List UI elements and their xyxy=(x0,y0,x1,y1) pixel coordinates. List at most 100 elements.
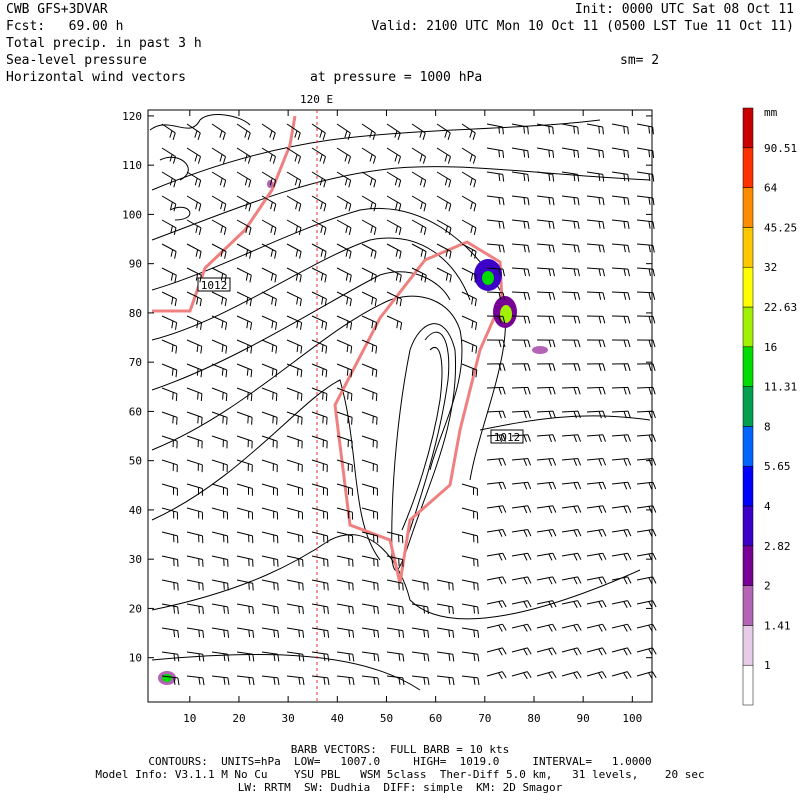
wind-barb xyxy=(211,603,229,615)
wind-barb xyxy=(611,481,632,490)
wind-barbs xyxy=(161,123,657,686)
wind-barb xyxy=(336,531,354,544)
wind-barb xyxy=(586,291,606,300)
isobar xyxy=(401,347,443,531)
wind-barb xyxy=(486,267,505,277)
wind-barb xyxy=(236,531,254,544)
wind-barb xyxy=(411,651,430,662)
wind-barb xyxy=(536,529,557,537)
wind-barb xyxy=(611,623,632,632)
wind-barb xyxy=(636,219,655,229)
wind-barb xyxy=(286,171,302,188)
wind-barb xyxy=(261,435,278,449)
wind-barb xyxy=(161,459,178,473)
wind-barb xyxy=(336,483,353,496)
wind-barb xyxy=(536,552,557,561)
wind-barb xyxy=(336,579,354,591)
colorbar-label: 11.31 xyxy=(764,381,797,394)
wind-barb xyxy=(561,600,582,609)
wind-barb xyxy=(636,363,656,371)
wind-barb xyxy=(436,627,455,638)
wind-barb xyxy=(586,195,605,206)
header-left: Sea-level pressure xyxy=(6,53,147,68)
wind-barb xyxy=(461,627,480,638)
wind-barb xyxy=(461,243,477,259)
wind-barb xyxy=(486,647,507,656)
header-left: Total precip. in past 3 h xyxy=(6,36,202,51)
wind-barb xyxy=(386,531,404,544)
wind-barb xyxy=(561,123,579,135)
wind-barb xyxy=(586,434,606,443)
wind-barb xyxy=(211,363,228,378)
wind-barb xyxy=(611,671,632,680)
wind-barb xyxy=(311,483,328,496)
contour-label: 1012 xyxy=(201,279,228,292)
wind-barb xyxy=(486,386,506,395)
map-area: 1012 1012 xyxy=(147,109,657,703)
wind-barb xyxy=(236,147,251,164)
wind-barb xyxy=(361,339,378,354)
wind-barb xyxy=(611,219,630,229)
wind-barb xyxy=(261,603,279,615)
wind-barb xyxy=(511,195,530,206)
wind-barb xyxy=(211,339,228,354)
wind-barb xyxy=(561,505,582,514)
wind-barb xyxy=(536,671,557,680)
wind-barb xyxy=(561,671,582,680)
wind-barb xyxy=(636,123,654,135)
header-left: Fcst: 69.00 h xyxy=(6,19,123,34)
isobar xyxy=(151,271,451,391)
wind-barb xyxy=(361,507,378,520)
wind-barb xyxy=(561,363,581,371)
wind-barb xyxy=(311,579,329,591)
wind-barb xyxy=(536,623,557,632)
wind-barb xyxy=(186,603,204,615)
wind-barb xyxy=(511,505,532,514)
wind-barb xyxy=(361,531,379,544)
wind-barb xyxy=(236,219,252,236)
colorbar-segment xyxy=(742,664,754,706)
wind-barb xyxy=(411,195,427,212)
wind-barb xyxy=(536,576,557,585)
wind-barb xyxy=(286,267,302,283)
wind-barb xyxy=(436,219,452,236)
wind-barb xyxy=(286,339,303,354)
wind-barb xyxy=(286,315,303,330)
wind-barb xyxy=(386,555,404,567)
wind-barb xyxy=(511,576,532,585)
wind-barb xyxy=(436,171,452,188)
wind-barb xyxy=(436,123,451,140)
wind-barb xyxy=(161,483,178,496)
wind-barb xyxy=(511,623,532,632)
wind-barb xyxy=(436,675,455,686)
wind-barb xyxy=(436,267,452,283)
wind-barb xyxy=(436,579,454,591)
wind-barb xyxy=(186,339,203,354)
colorbar-segment xyxy=(742,346,754,387)
wind-barb xyxy=(336,147,351,164)
colorbar-segment xyxy=(742,625,754,666)
wind-barb xyxy=(436,603,454,615)
wind-barb xyxy=(561,219,580,229)
wind-barb xyxy=(236,243,252,259)
wind-barb xyxy=(561,315,581,324)
wind-barb xyxy=(386,651,405,662)
wind-barb xyxy=(261,267,277,283)
wind-barb xyxy=(561,386,581,395)
wind-barb xyxy=(311,147,326,164)
wind-barb xyxy=(311,387,328,402)
wind-barb xyxy=(486,458,507,466)
wind-barb xyxy=(211,147,226,164)
wind-barb xyxy=(561,576,582,585)
colorbar-segment xyxy=(742,505,754,547)
wind-barb xyxy=(511,243,530,253)
wind-barb xyxy=(536,410,556,419)
wind-barb xyxy=(536,195,555,206)
wind-barb xyxy=(311,123,326,140)
wind-barb xyxy=(561,147,580,158)
wind-barb xyxy=(186,459,203,473)
wind-barb xyxy=(611,434,631,443)
wind-barb xyxy=(611,363,631,371)
wind-barb xyxy=(436,147,451,164)
wind-barb xyxy=(186,579,204,591)
